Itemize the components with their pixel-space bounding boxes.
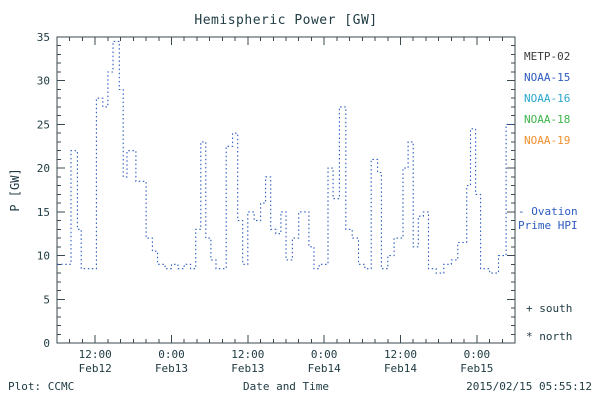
x-tick-date-label: Feb13 — [231, 362, 264, 375]
x-tick-time-label: 12:00 — [384, 348, 417, 361]
y-tick-label: 5 — [43, 293, 50, 306]
legend-item-noaa-16: NOAA-16 — [524, 92, 571, 105]
x-tick-time-label: 0:00 — [311, 348, 338, 361]
y-tick-label: 20 — [37, 162, 50, 175]
x-axis-label: Date and Time — [242, 380, 330, 393]
legend: METP-02 NOAA-15 NOAA-16 NOAA-18 NOAA-19 — [524, 46, 570, 151]
x-tick-time-label: 12:00 — [79, 348, 112, 361]
y-tick-label: 35 — [37, 31, 50, 44]
legend-marker-south: + south — [526, 302, 573, 315]
chart-title: Hemispheric Power [GW] — [194, 13, 378, 28]
x-tick-date-label: Feb15 — [460, 362, 493, 375]
plot-frame — [56, 36, 516, 344]
timestamp: 2015/02/15 05:55:12 — [466, 380, 592, 393]
legend-hpi-line1: - Ovation — [518, 205, 578, 218]
y-tick-label: 10 — [37, 250, 50, 263]
legend-item-noaa-15: NOAA-15 — [524, 71, 571, 84]
x-tick-time-label: 12:00 — [231, 348, 264, 361]
x-tick-date-label: Feb14 — [308, 362, 341, 375]
y-axis-label: P [GW] — [8, 168, 22, 212]
x-tick-time-label: 0:00 — [464, 348, 491, 361]
x-tick-time-label: 0:00 — [158, 348, 185, 361]
hpi-step-line — [57, 40, 515, 274]
legend-hpi-line2: Prime HPI — [518, 219, 578, 232]
x-tick-date-label: Feb14 — [384, 362, 417, 375]
x-tick-date-label: Feb12 — [79, 362, 112, 375]
legend-marker-north: * north — [526, 330, 573, 343]
legend-item-noaa-19: NOAA-19 — [524, 134, 571, 147]
legend-item-noaa-18: NOAA-18 — [524, 113, 571, 126]
y-tick-label: 30 — [37, 75, 50, 88]
legend-hpi-label: - Ovation Prime HPI — [518, 205, 578, 233]
plot-credit: Plot: CCMC — [8, 380, 75, 393]
legend-item-metp-02: METP-02 — [524, 50, 571, 63]
y-tick-label: 25 — [37, 118, 50, 131]
x-tick-date-label: Feb13 — [155, 362, 188, 375]
y-tick-label: 0 — [43, 337, 50, 350]
y-tick-label: 15 — [37, 206, 50, 219]
